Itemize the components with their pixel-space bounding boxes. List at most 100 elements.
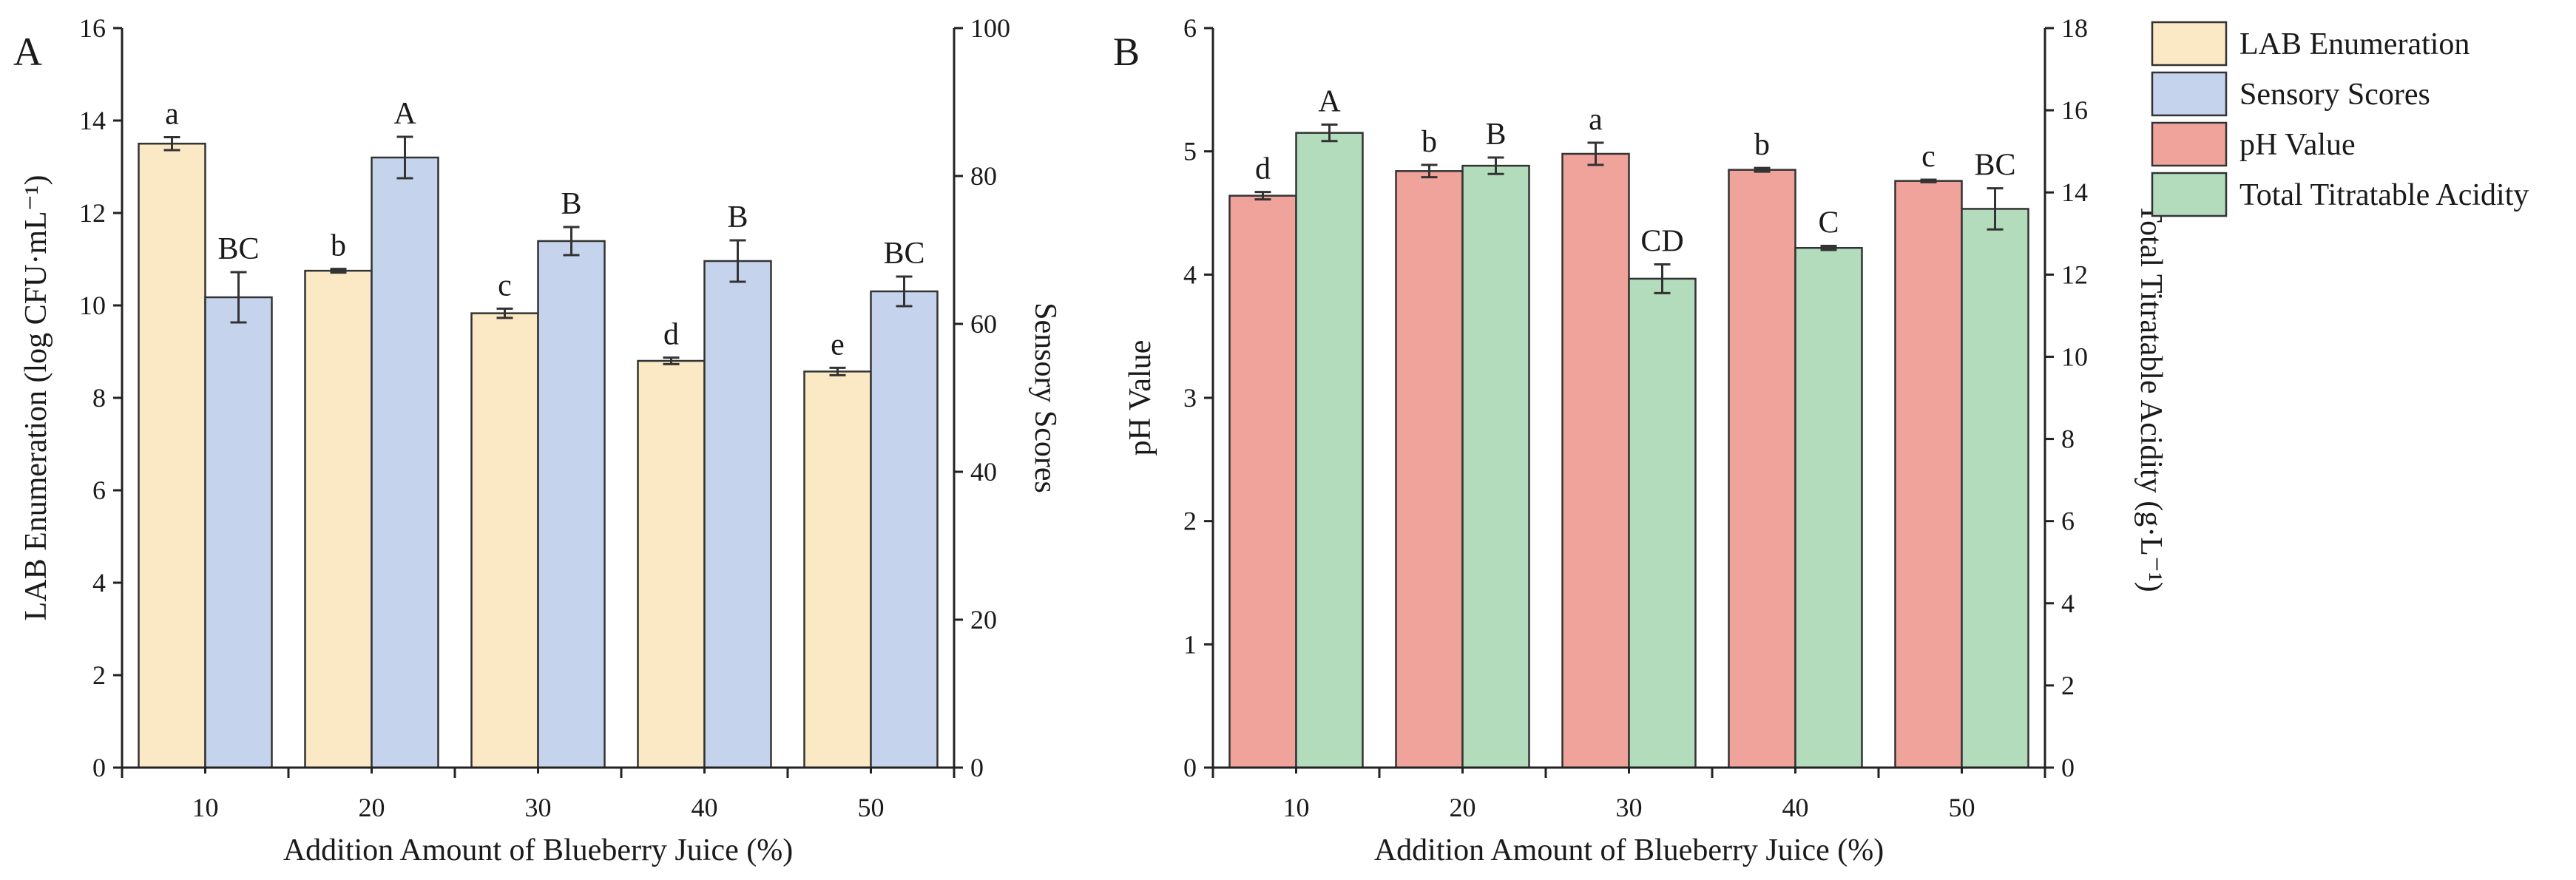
y-right-tick-label: 20	[970, 605, 997, 634]
legend-label: LAB Enumeration	[2239, 27, 2469, 61]
legend-label: pH Value	[2239, 128, 2356, 162]
legend-swatch-lab-enumeration	[2151, 21, 2228, 67]
bar-lab-enumeration-10	[138, 143, 206, 769]
x-tick-label: 30	[1616, 793, 1643, 822]
bar-lab-enumeration-30	[470, 312, 539, 769]
x-tick-label: 30	[525, 793, 552, 822]
legend-swatch-sensory-scores	[2151, 71, 2228, 117]
y-right-tick-label: 12	[2061, 260, 2088, 289]
y-left-tick-label: 6	[92, 475, 106, 505]
legend-swatch-total-titratable-acidity	[2151, 172, 2228, 217]
x-tick-label: 20	[1450, 793, 1476, 822]
legend-swatch-ph-value	[2151, 121, 2228, 167]
significance-label: BC	[1974, 149, 2015, 183]
significance-label: C	[1818, 206, 1839, 240]
y-left-tick-label: 16	[79, 13, 106, 43]
panel-letter: B	[1113, 30, 1140, 74]
significance-label: e	[831, 328, 845, 362]
significance-label: b	[1754, 128, 1770, 162]
y-right-tick-label: 2	[2061, 671, 2075, 700]
y-left-tick-label: 10	[79, 291, 106, 320]
significance-label: a	[1589, 103, 1603, 137]
y-right-axis-title: Sensory Scores	[1028, 302, 1062, 493]
bar-ph-value-50	[1894, 180, 1963, 769]
x-tick-label: 40	[692, 793, 718, 822]
y-left-tick-label: 5	[1183, 137, 1197, 166]
x-tick-label: 40	[1782, 793, 1809, 822]
bar-total-titratable-acidity-30	[1628, 277, 1697, 769]
bar-total-titratable-acidity-10	[1295, 132, 1364, 769]
significance-label: c	[1921, 140, 1936, 174]
bar-lab-enumeration-40	[637, 359, 706, 769]
y-left-tick-label: 0	[1183, 753, 1197, 782]
bar-total-titratable-acidity-20	[1461, 164, 1530, 769]
significance-label: BC	[217, 232, 259, 266]
significance-label: CD	[1640, 224, 1683, 258]
bar-ph-value-30	[1561, 152, 1630, 769]
x-tick-label: 20	[359, 793, 385, 822]
y-right-axis-title: Total Titratable Acidity (g·L⁻¹)	[2134, 203, 2168, 592]
significance-label: d	[1255, 152, 1271, 186]
legend: LAB Enumeration Sensory Scores pH Value Tot…	[2151, 21, 2529, 217]
significance-label: A	[393, 97, 416, 131]
x-tick-label: 50	[1949, 793, 1975, 822]
y-left-tick-label: 6	[1183, 13, 1197, 43]
significance-label: A	[1318, 85, 1341, 119]
y-right-tick-label: 14	[2061, 177, 2088, 207]
y-right-tick-label: 8	[2061, 424, 2075, 454]
legend-label: Sensory Scores	[2239, 78, 2430, 112]
y-right-tick-label: 0	[2061, 753, 2075, 782]
significance-label: a	[165, 98, 179, 132]
significance-label: BC	[883, 237, 924, 271]
legend-label: Total Titratable Acidity	[2239, 178, 2529, 212]
y-left-tick-label: 0	[92, 753, 106, 782]
y-left-axis-title: LAB Enumeration (log CFU·mL⁻¹)	[19, 175, 53, 621]
y-right-tick-label: 18	[2061, 13, 2088, 43]
significance-label: b	[331, 229, 346, 263]
y-left-tick-label: 1	[1183, 629, 1197, 659]
bar-ph-value-20	[1395, 170, 1464, 769]
significance-label: c	[498, 268, 512, 302]
y-left-tick-label: 14	[79, 106, 106, 135]
x-axis-title: Addition Amount of Blueberry Juice (%)	[283, 833, 793, 867]
y-left-tick-label: 4	[1183, 260, 1197, 289]
x-tick-label: 10	[192, 793, 219, 822]
bar-ph-value-40	[1728, 169, 1796, 769]
y-left-tick-label: 2	[1183, 507, 1197, 536]
y-right-tick-label: 100	[970, 13, 1010, 43]
bar-sensory-scores-10	[204, 296, 273, 769]
bar-lab-enumeration-20	[304, 269, 373, 769]
x-tick-label: 10	[1283, 793, 1310, 822]
significance-label: B	[727, 200, 748, 234]
y-left-tick-label: 2	[92, 660, 106, 690]
significance-label: B	[561, 187, 581, 221]
significance-label: b	[1421, 125, 1437, 159]
y-left-tick-label: 3	[1183, 383, 1197, 413]
significance-label: d	[663, 318, 679, 352]
y-right-tick-label: 80	[970, 161, 997, 191]
bar-sensory-scores-20	[371, 156, 439, 769]
y-right-tick-label: 0	[970, 753, 984, 782]
bar-lab-enumeration-50	[803, 370, 872, 769]
bar-total-titratable-acidity-40	[1794, 246, 1863, 769]
y-left-tick-label: 4	[92, 568, 106, 598]
y-left-tick-label: 12	[79, 198, 106, 228]
panel-letter: A	[13, 30, 42, 74]
y-right-tick-label: 40	[970, 457, 997, 487]
bar-sensory-scores-30	[537, 240, 606, 769]
chart-panel-a: Aa b c d e BC A B B BC 0 2 4 6 8 10 12 14 16 0 20 40 60 80 100 10…	[13, 13, 1062, 867]
y-right-tick-label: 16	[2061, 95, 2088, 125]
y-left-tick-label: 8	[92, 383, 106, 413]
y-right-tick-label: 60	[970, 309, 997, 339]
y-left-axis-title: pH Value	[1123, 340, 1157, 456]
x-tick-label: 50	[858, 793, 885, 822]
y-right-tick-label: 10	[2061, 342, 2088, 371]
bar-total-titratable-acidity-50	[1961, 208, 2029, 769]
y-right-tick-label: 4	[2061, 589, 2075, 618]
bar-sensory-scores-40	[703, 260, 772, 769]
x-axis-title: Addition Amount of Blueberry Juice (%)	[1374, 833, 1884, 867]
significance-label: B	[1485, 118, 1506, 152]
bar-ph-value-10	[1228, 194, 1297, 769]
